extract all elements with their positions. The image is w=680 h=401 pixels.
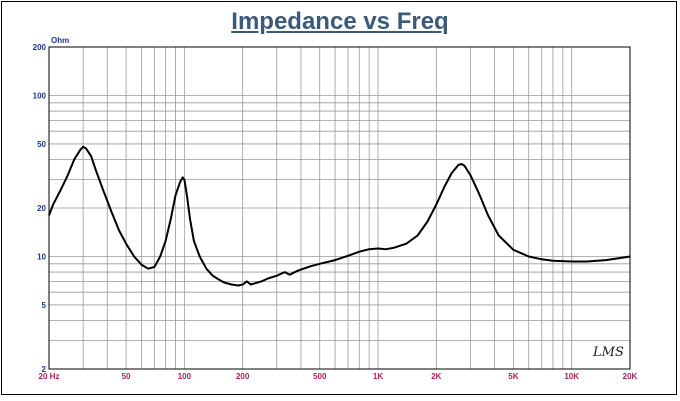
x-tick-label: 5K xyxy=(508,372,518,381)
y-tick-label: 200 xyxy=(33,43,47,52)
impedance-series-line xyxy=(48,145,631,287)
tick-label-layer: 20 Hz 50 100 200 500 1K 2K 5K 10K 20K 2 5 10 20 50 100 2… xyxy=(33,43,638,381)
x-tick-label: 1K xyxy=(373,372,383,381)
bottom-strip xyxy=(1,394,677,401)
y-axis-label: Ohm xyxy=(51,36,69,45)
series-layer xyxy=(48,145,631,287)
y-tick-label: 20 xyxy=(37,204,46,213)
plot-area xyxy=(48,46,631,370)
y-tick-label: 10 xyxy=(37,252,46,261)
y-tick-label: 100 xyxy=(33,91,47,100)
x-tick-label: 20K xyxy=(623,372,638,381)
x-tick-label: 20 Hz xyxy=(39,372,60,381)
y-tick-label: 50 xyxy=(37,140,46,149)
x-tick-label: 100 xyxy=(178,372,192,381)
x-tick-label: 10K xyxy=(564,372,579,381)
x-tick-label: 50 xyxy=(122,372,131,381)
x-tick-label: 2K xyxy=(431,372,441,381)
chart-title: Impedance vs Freq xyxy=(231,8,449,35)
x-tick-label: 200 xyxy=(236,372,250,381)
x-tick-label: 500 xyxy=(313,372,327,381)
lms-watermark: LMS xyxy=(593,345,624,360)
y-tick-label: 5 xyxy=(42,301,47,310)
grid-layer xyxy=(49,47,630,369)
y-tick-label: 2 xyxy=(42,365,47,374)
